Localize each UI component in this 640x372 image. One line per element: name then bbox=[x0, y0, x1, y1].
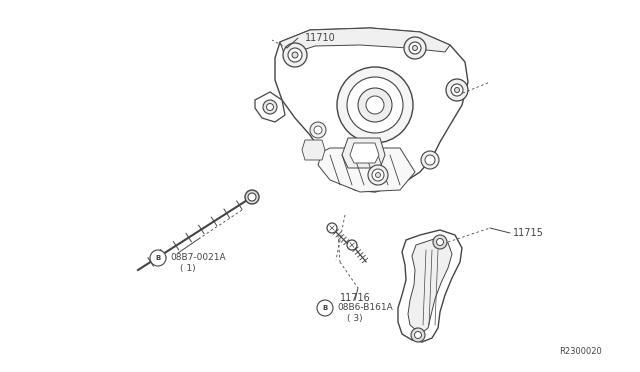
Circle shape bbox=[327, 223, 337, 233]
Polygon shape bbox=[255, 92, 285, 122]
Circle shape bbox=[292, 52, 298, 58]
Circle shape bbox=[368, 165, 388, 185]
Text: 11710: 11710 bbox=[305, 33, 336, 43]
Circle shape bbox=[366, 96, 384, 114]
Polygon shape bbox=[408, 238, 452, 332]
Circle shape bbox=[413, 45, 417, 51]
Circle shape bbox=[376, 173, 381, 177]
Text: B: B bbox=[323, 305, 328, 311]
Polygon shape bbox=[280, 28, 450, 56]
Text: 08B7-0021A: 08B7-0021A bbox=[170, 253, 226, 263]
Polygon shape bbox=[302, 140, 325, 160]
Circle shape bbox=[415, 331, 422, 339]
Circle shape bbox=[446, 79, 468, 101]
Circle shape bbox=[421, 151, 439, 169]
Circle shape bbox=[433, 235, 447, 249]
Circle shape bbox=[310, 122, 326, 138]
Text: B: B bbox=[156, 255, 161, 261]
Circle shape bbox=[150, 250, 166, 266]
Circle shape bbox=[404, 37, 426, 59]
Polygon shape bbox=[350, 143, 379, 163]
Text: R2300020: R2300020 bbox=[559, 347, 602, 356]
Circle shape bbox=[411, 328, 425, 342]
Circle shape bbox=[288, 48, 302, 62]
Circle shape bbox=[347, 240, 357, 250]
Circle shape bbox=[337, 67, 413, 143]
Polygon shape bbox=[342, 138, 385, 168]
Circle shape bbox=[314, 126, 322, 134]
Circle shape bbox=[347, 77, 403, 133]
Circle shape bbox=[283, 43, 307, 67]
Circle shape bbox=[266, 103, 273, 110]
Circle shape bbox=[454, 87, 460, 93]
Text: 08B6-B161A: 08B6-B161A bbox=[337, 304, 393, 312]
Text: 11716: 11716 bbox=[340, 293, 371, 303]
Text: ( 3): ( 3) bbox=[347, 314, 363, 323]
Circle shape bbox=[263, 100, 277, 114]
Polygon shape bbox=[275, 28, 468, 192]
Circle shape bbox=[409, 42, 421, 54]
Circle shape bbox=[436, 238, 444, 246]
Circle shape bbox=[358, 88, 392, 122]
Polygon shape bbox=[398, 230, 462, 342]
Polygon shape bbox=[318, 148, 415, 192]
Circle shape bbox=[425, 155, 435, 165]
Circle shape bbox=[317, 300, 333, 316]
Circle shape bbox=[372, 169, 384, 181]
Circle shape bbox=[245, 190, 259, 204]
Circle shape bbox=[248, 193, 256, 201]
Text: ( 1): ( 1) bbox=[180, 263, 196, 273]
Text: 11715: 11715 bbox=[513, 228, 544, 238]
Circle shape bbox=[451, 84, 463, 96]
